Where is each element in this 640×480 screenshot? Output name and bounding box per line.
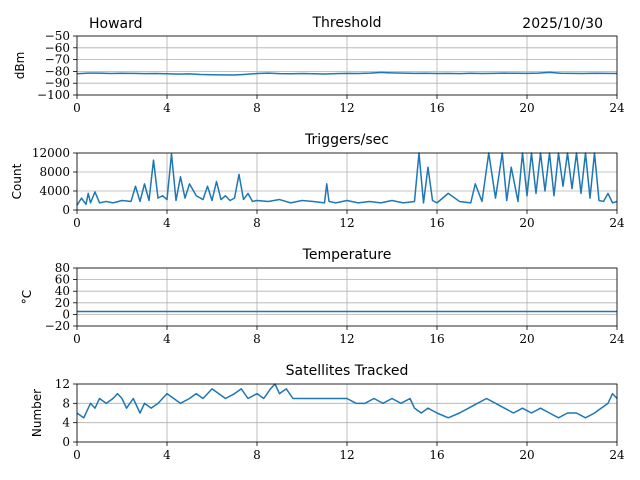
threshold-xtick-label: 0: [73, 101, 81, 115]
temperature-xtick-label: 12: [339, 332, 354, 346]
temperature-title: Temperature: [302, 247, 392, 263]
threshold-ytick-label: −70: [45, 53, 70, 67]
triggers-ytick-label: 4000: [39, 184, 70, 198]
triggers-xtick-label: 8: [253, 216, 261, 230]
threshold-xtick-label: 4: [163, 101, 171, 115]
report-date: 2025/10/30: [522, 16, 603, 32]
temperature-xtick-label: 4: [163, 332, 171, 346]
triggers-ylabel: Count: [10, 163, 24, 199]
triggers-ytick-label: 8000: [39, 165, 70, 179]
satellites-xtick-label: 20: [519, 448, 534, 462]
threshold-ytick-label: −60: [45, 41, 70, 55]
satellites-title: Satellites Tracked: [286, 363, 409, 379]
temperature-ytick-label: 80: [55, 261, 70, 275]
satellites-xtick-label: 0: [73, 448, 81, 462]
triggers-xtick-label: 16: [429, 216, 444, 230]
threshold-series-line: [76, 71, 618, 76]
satellites-ylabel: Number: [30, 389, 44, 437]
triggers-xtick-label: 24: [609, 216, 625, 230]
temperature-ytick-label: −20: [45, 319, 70, 333]
temperature-ytick-label: 20: [55, 296, 70, 310]
temperature-ytick-label: 0: [62, 307, 70, 321]
triggers-xtick-label: 12: [339, 216, 354, 230]
triggers-ytick-label: 12000: [32, 146, 70, 160]
threshold-xtick-label: 20: [519, 101, 534, 115]
chart-panels: 0 4 8 12 16 20 24 −100−90−80−70−60−50 Threshold d…: [10, 15, 625, 462]
temperature-ytick-label: 60: [55, 273, 70, 287]
temperature-ytick-label: 40: [55, 284, 70, 298]
temperature-xtick-label: 16: [429, 332, 444, 346]
threshold-xtick-label: 24: [609, 101, 625, 115]
satellites-ytick-label: 0: [62, 435, 70, 449]
threshold-xtick-label: 16: [429, 101, 444, 115]
satellites-panel: 0 4 8 12 16 20 24 0 4 8 12 Satellites Tracked Number: [30, 363, 625, 462]
satellites-xtick-label: 16: [429, 448, 444, 462]
temperature-ylabel: °C: [20, 290, 34, 304]
satellites-xtick-label: 24: [609, 448, 625, 462]
satellites-ytick-label: 12: [55, 377, 70, 391]
satellites-xtick-label: 8: [253, 448, 261, 462]
temperature-xtick-label: 0: [73, 332, 81, 346]
threshold-ytick-label: −90: [45, 76, 70, 90]
temperature-xtick-label: 24: [609, 332, 625, 346]
satellites-xtick-label: 12: [339, 448, 354, 462]
triggers-title: Triggers/sec: [304, 132, 389, 148]
threshold-ytick-label: −80: [45, 64, 70, 78]
satellites-series-line: [76, 383, 618, 419]
satellites-ytick-label: 4: [62, 416, 70, 430]
threshold-title: Threshold: [312, 15, 382, 31]
satellites-ytick-label: 8: [62, 396, 70, 410]
threshold-ytick-label: −50: [45, 29, 70, 43]
threshold-xtick-label: 8: [253, 101, 261, 115]
threshold-xtick-label: 12: [339, 101, 354, 115]
threshold-ytick-label: −100: [37, 88, 70, 102]
temperature-xtick-label: 20: [519, 332, 534, 346]
satellites-xtick-label: 4: [163, 448, 171, 462]
triggers-xtick-label: 4: [163, 216, 171, 230]
triggers-series-line: [76, 152, 618, 206]
triggers-xtick-label: 0: [73, 216, 81, 230]
threshold-panel: 0 4 8 12 16 20 24 −100−90−80−70−60−50 Threshold d…: [13, 15, 625, 115]
triggers-xtick-label: 20: [519, 216, 534, 230]
threshold-ylabel: dBm: [13, 52, 27, 80]
triggers-panel: 0 4 8 12 16 20 24 0 4000 8000 12000 Triggers/sec Cou…: [10, 132, 625, 230]
station-name: Howard: [89, 16, 143, 32]
temperature-xtick-label: 8: [253, 332, 261, 346]
triggers-ytick-label: 0: [62, 203, 70, 217]
